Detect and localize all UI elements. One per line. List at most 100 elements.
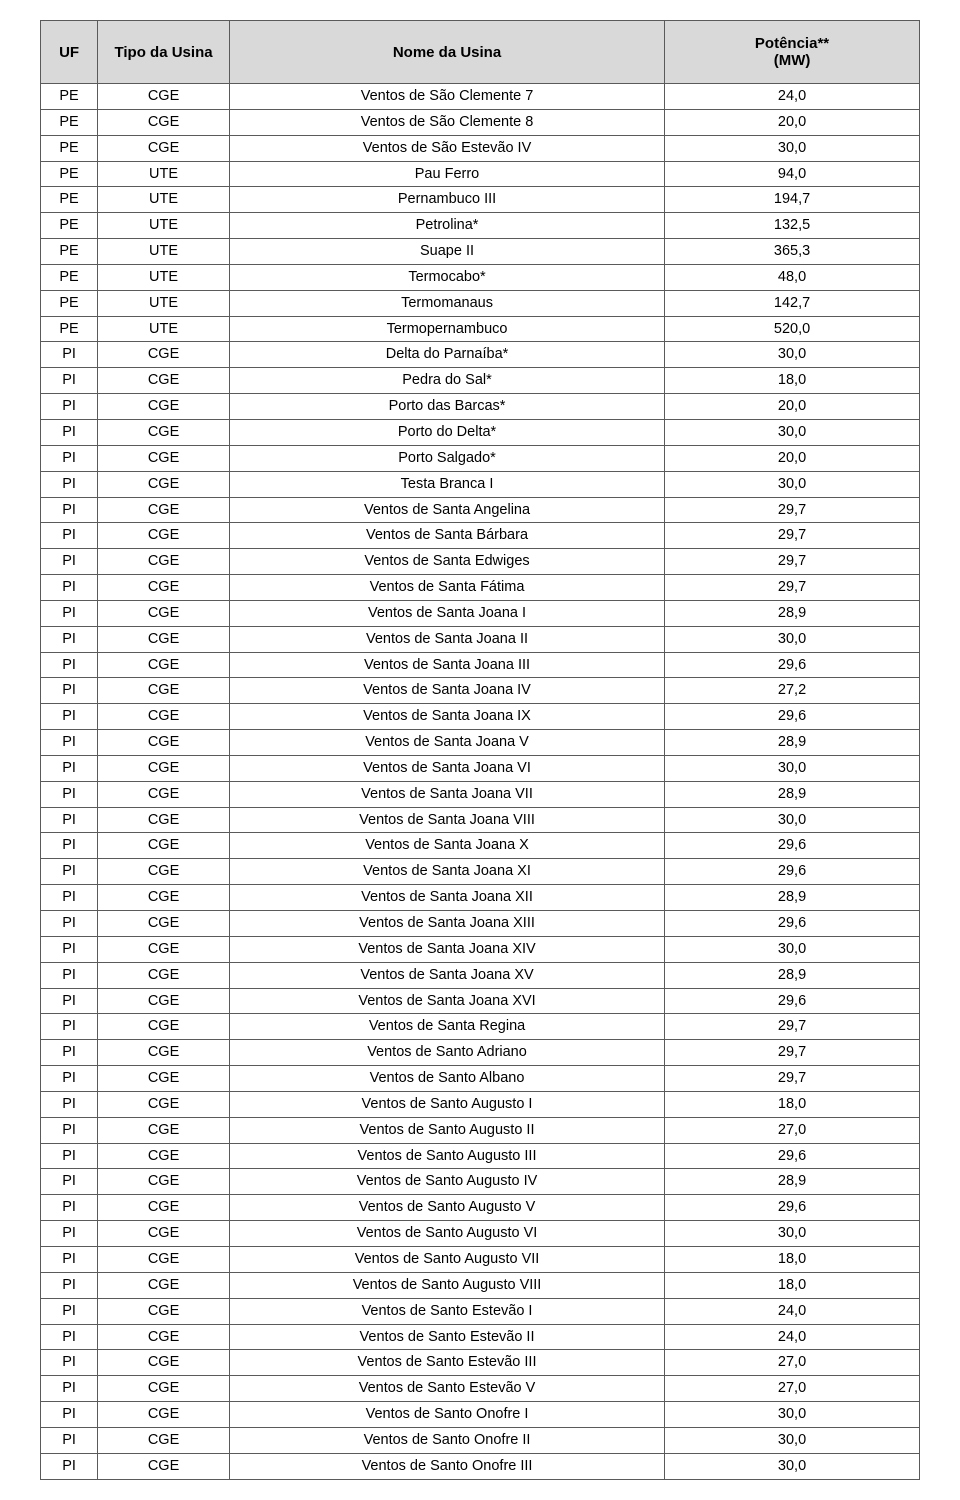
table-cell: Porto das Barcas* [229,394,664,420]
table-cell: Ventos de Santo Estevão V [229,1376,664,1402]
table-row: PICGEVentos de Santo Augusto IV28,9 [41,1169,920,1195]
table-cell: 28,9 [665,600,920,626]
table-cell: Termomanaus [229,290,664,316]
table-cell: Testa Branca I [229,471,664,497]
table-cell: CGE [98,1350,230,1376]
table-cell: PI [41,1324,98,1350]
table-cell: CGE [98,781,230,807]
table-row: PICGEVentos de Santa Joana IV27,2 [41,678,920,704]
table-cell: 27,0 [665,1117,920,1143]
table-cell: 29,7 [665,1040,920,1066]
table-cell: Ventos de Santa Joana XI [229,859,664,885]
table-cell: PE [41,213,98,239]
table-row: PICGEVentos de Santo Albano29,7 [41,1066,920,1092]
table-cell: 29,6 [665,911,920,937]
table-cell: PI [41,1246,98,1272]
table-cell: PI [41,755,98,781]
table-cell: CGE [98,342,230,368]
table-cell: CGE [98,419,230,445]
table-row: PICGEVentos de Santa Joana V28,9 [41,730,920,756]
table-cell: 30,0 [665,626,920,652]
table-cell: 24,0 [665,1324,920,1350]
table-row: PICGEVentos de Santa Regina29,7 [41,1014,920,1040]
table-cell: Ventos de Santo Augusto III [229,1143,664,1169]
table-row: PECGEVentos de São Clemente 820,0 [41,109,920,135]
table-cell: 29,6 [665,652,920,678]
table-cell: UTE [98,316,230,342]
table-cell: CGE [98,1221,230,1247]
table-cell: PI [41,730,98,756]
table-cell: PI [41,497,98,523]
table-row: PICGEVentos de Santo Augusto III29,6 [41,1143,920,1169]
table-cell: CGE [98,549,230,575]
table-cell: Ventos de Santo Augusto I [229,1091,664,1117]
table-cell: Ventos de Santo Augusto VIII [229,1272,664,1298]
table-cell: 30,0 [665,807,920,833]
table-row: PICGEVentos de Santa Joana I28,9 [41,600,920,626]
table-row: PICGEPorto do Delta*30,0 [41,419,920,445]
table-row: PICGEVentos de Santa Fátima29,7 [41,575,920,601]
table-cell: 30,0 [665,419,920,445]
table-row: PICGEVentos de Santa Joana XI29,6 [41,859,920,885]
table-cell: 94,0 [665,161,920,187]
table-cell: Ventos de Santo Estevão III [229,1350,664,1376]
table-cell: PI [41,781,98,807]
table-cell: CGE [98,833,230,859]
table-cell: PI [41,523,98,549]
table-cell: Termopernambuco [229,316,664,342]
table-cell: Ventos de Santo Onofre II [229,1427,664,1453]
table-cell: 24,0 [665,84,920,110]
table-cell: 30,0 [665,755,920,781]
table-cell: PI [41,600,98,626]
table-cell: 24,0 [665,1298,920,1324]
table-cell: PI [41,1014,98,1040]
table-cell: CGE [98,626,230,652]
table-cell: 29,6 [665,859,920,885]
table-cell: 27,2 [665,678,920,704]
table-row: PECGEVentos de São Estevão IV30,0 [41,135,920,161]
table-cell: 27,0 [665,1350,920,1376]
table-cell: 18,0 [665,368,920,394]
table-row: PICGEVentos de Santa Joana XV28,9 [41,962,920,988]
table-cell: PI [41,807,98,833]
table-row: PICGETesta Branca I30,0 [41,471,920,497]
table-row: PICGEVentos de Santa Joana X29,6 [41,833,920,859]
table-cell: PI [41,833,98,859]
table-row: PEUTEPau Ferro94,0 [41,161,920,187]
table-cell: Porto do Delta* [229,419,664,445]
table-row: PICGEVentos de Santa Joana XIV30,0 [41,936,920,962]
table-cell: PI [41,1453,98,1479]
table-cell: CGE [98,911,230,937]
header-tipo: Tipo da Usina [98,21,230,84]
table-cell: UTE [98,213,230,239]
table-cell: CGE [98,1376,230,1402]
table-cell: Ventos de São Estevão IV [229,135,664,161]
table-cell: Ventos de Santo Onofre III [229,1453,664,1479]
table-cell: CGE [98,497,230,523]
table-cell: Ventos de Santa Joana XIV [229,936,664,962]
table-cell: 28,9 [665,730,920,756]
table-cell: PI [41,859,98,885]
header-uf: UF [41,21,98,84]
table-cell: 132,5 [665,213,920,239]
table-cell: PI [41,1272,98,1298]
table-cell: Ventos de Santa Joana XIII [229,911,664,937]
table-cell: CGE [98,885,230,911]
table-cell: CGE [98,1272,230,1298]
table-cell: PE [41,187,98,213]
table-cell: 29,6 [665,1143,920,1169]
table-cell: Ventos de Santa Joana XII [229,885,664,911]
table-cell: UTE [98,290,230,316]
table-cell: PI [41,394,98,420]
table-cell: CGE [98,1324,230,1350]
table-cell: Petrolina* [229,213,664,239]
table-cell: Ventos de Santo Augusto VI [229,1221,664,1247]
header-nome: Nome da Usina [229,21,664,84]
table-cell: PI [41,368,98,394]
table-cell: CGE [98,445,230,471]
table-cell: 194,7 [665,187,920,213]
table-cell: Ventos de Santo Augusto II [229,1117,664,1143]
table-row: PICGEVentos de Santo Estevão I24,0 [41,1298,920,1324]
table-row: PEUTEPernambuco III194,7 [41,187,920,213]
table-row: PEUTEPetrolina*132,5 [41,213,920,239]
